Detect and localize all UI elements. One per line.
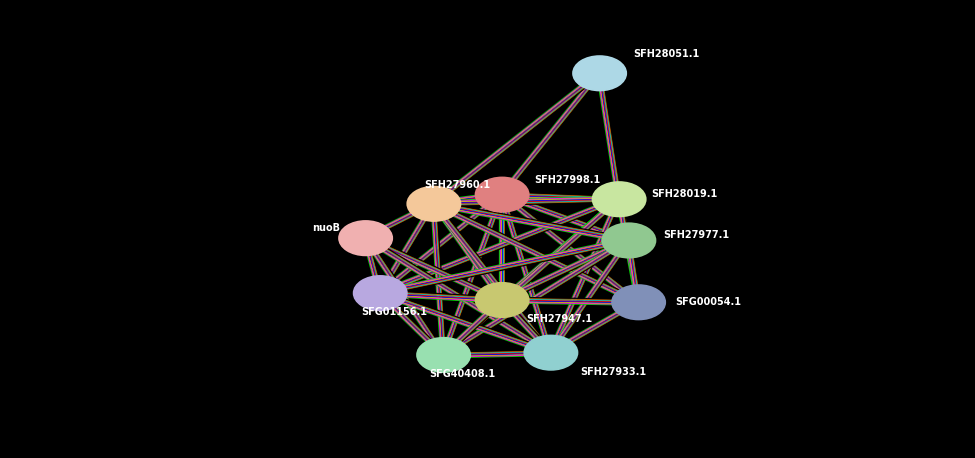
Ellipse shape	[417, 338, 470, 372]
Ellipse shape	[573, 56, 626, 91]
Text: SFG40408.1: SFG40408.1	[429, 369, 495, 379]
Text: SFH28019.1: SFH28019.1	[651, 189, 718, 199]
Ellipse shape	[408, 186, 460, 221]
Text: SFG00054.1: SFG00054.1	[676, 297, 742, 307]
Text: SFG01156.1: SFG01156.1	[361, 307, 427, 317]
Ellipse shape	[612, 285, 665, 320]
Ellipse shape	[525, 335, 577, 370]
Text: SFH27977.1: SFH27977.1	[663, 230, 729, 240]
Text: SFH28051.1: SFH28051.1	[634, 49, 700, 59]
Text: nuoB: nuoB	[312, 223, 340, 233]
Ellipse shape	[354, 276, 407, 311]
Ellipse shape	[339, 221, 392, 256]
Ellipse shape	[593, 182, 645, 217]
Ellipse shape	[476, 177, 528, 212]
Text: SFH27947.1: SFH27947.1	[526, 314, 593, 324]
Text: SFH27933.1: SFH27933.1	[580, 367, 646, 377]
Ellipse shape	[603, 223, 655, 258]
Ellipse shape	[476, 283, 528, 317]
Text: SFH27998.1: SFH27998.1	[534, 174, 601, 185]
Text: SFH27960.1: SFH27960.1	[424, 180, 490, 190]
